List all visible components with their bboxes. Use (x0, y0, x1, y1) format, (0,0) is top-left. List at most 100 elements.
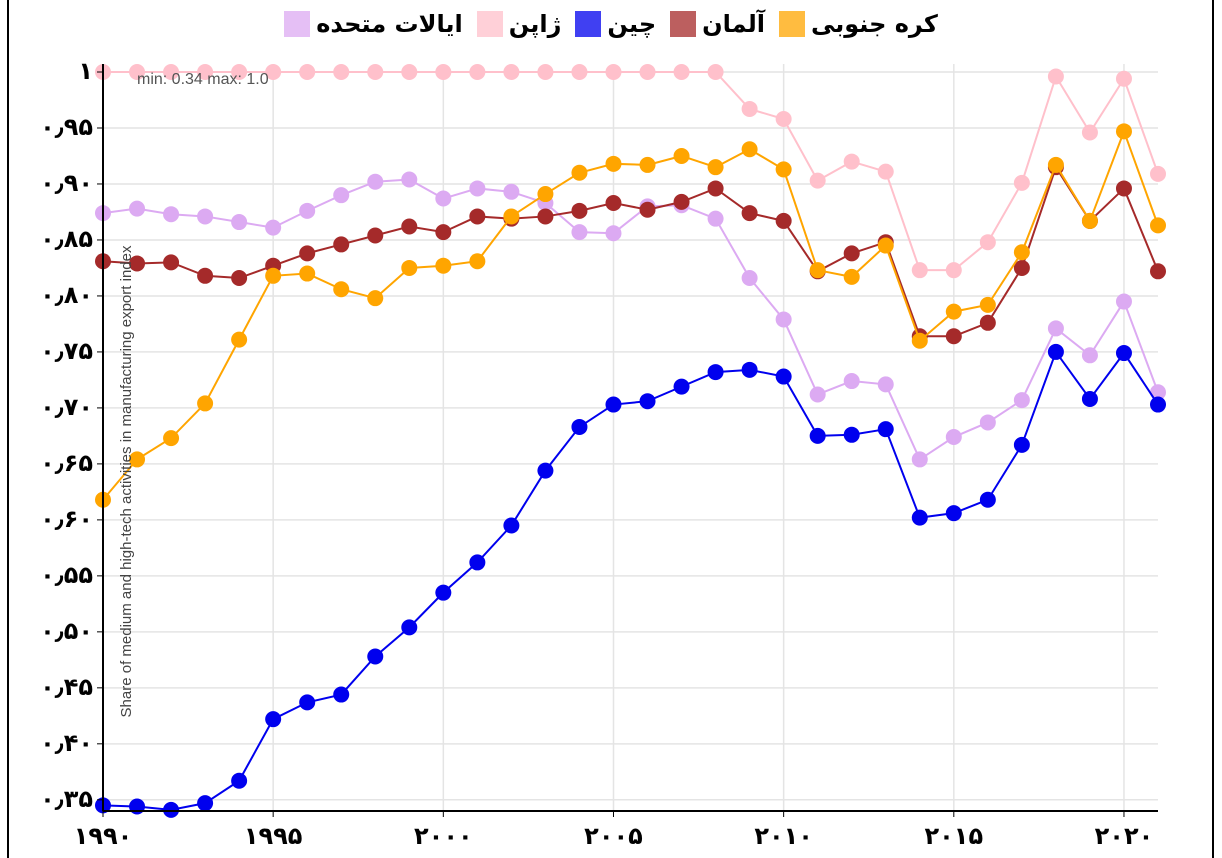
x-tick-label: ۲۰۲۰ (1095, 822, 1154, 850)
x-tick-label: ۲۰۱۵ (925, 822, 984, 850)
data-point (469, 208, 486, 225)
y-tick-label: ۰٫۵۰ (40, 617, 93, 645)
y-tick-label: ۰٫۴۵ (40, 673, 93, 701)
data-point (469, 253, 486, 270)
data-point (1047, 156, 1064, 173)
data-point (1081, 347, 1098, 364)
data-point (979, 314, 996, 331)
data-point (775, 311, 792, 328)
data-point (129, 798, 146, 815)
series-line (102, 164, 1159, 338)
y-tick-label: ۰٫۸۰ (40, 281, 93, 309)
data-point (1013, 392, 1030, 409)
data-point (537, 186, 554, 203)
data-point (469, 64, 486, 80)
data-point (1081, 390, 1098, 407)
data-point (639, 201, 656, 218)
data-point (605, 396, 622, 413)
data-point (367, 648, 384, 665)
data-point (367, 64, 384, 80)
data-point (571, 64, 588, 80)
x-tick-label: ۱۹۹۵ (244, 822, 303, 850)
legend-item: کره جنوبی (778, 10, 938, 38)
data-point (163, 64, 180, 80)
data-point (503, 208, 520, 225)
x-tick-label: ۲۰۱۰ (754, 822, 813, 850)
grid (102, 64, 1158, 811)
data-point (605, 64, 622, 80)
data-point (503, 183, 520, 200)
data-point (571, 202, 588, 219)
y-tick-label: ۰٫۹۵ (40, 113, 93, 141)
data-point (639, 393, 656, 410)
data-point (401, 259, 418, 276)
data-point (1013, 436, 1030, 453)
data-point (673, 193, 690, 210)
data-point (843, 245, 860, 262)
data-point (265, 219, 282, 236)
data-point (945, 429, 962, 446)
data-point (775, 368, 792, 385)
data-point (129, 200, 146, 217)
data-point (911, 332, 928, 349)
data-point (809, 262, 826, 279)
data-point (231, 772, 248, 789)
data-point (299, 245, 316, 262)
series-line (102, 128, 1159, 501)
data-point (1115, 345, 1132, 362)
data-point (571, 224, 588, 241)
data-point (1150, 217, 1166, 234)
legend-item: چین (575, 10, 656, 38)
data-point (979, 491, 996, 508)
data-point (979, 234, 996, 251)
data-point (911, 451, 928, 468)
legend-item: ایالات متحده (284, 10, 463, 38)
data-point (877, 163, 894, 180)
legend-swatch (284, 11, 311, 37)
data-point (809, 386, 826, 403)
data-point (843, 373, 860, 390)
data-point (299, 265, 316, 282)
data-point (775, 212, 792, 229)
y-tick-label: ۰٫۶۵ (40, 449, 93, 477)
data-point (401, 64, 418, 80)
data-point (707, 364, 724, 381)
legend-swatch (575, 11, 602, 37)
data-point (1115, 180, 1132, 197)
legend-swatch (476, 11, 503, 37)
legend-label: آلمان (702, 10, 765, 38)
data-point (775, 111, 792, 128)
data-point (673, 147, 690, 164)
data-point (741, 205, 758, 222)
data-point (299, 694, 316, 711)
data-point (877, 421, 894, 438)
data-point (1150, 263, 1166, 280)
data-point (537, 462, 554, 479)
data-point (1115, 70, 1132, 87)
legend-item: ژاپن (476, 10, 561, 38)
data-point (333, 281, 350, 298)
data-point (265, 64, 282, 80)
y-tick-label: ۰٫۷۰ (40, 393, 93, 421)
data-point (469, 554, 486, 571)
data-point (741, 361, 758, 378)
data-point (401, 171, 418, 188)
data-point (707, 64, 724, 80)
data-point (197, 395, 214, 412)
data-point (231, 331, 248, 348)
data-point (877, 237, 894, 254)
data-point (1081, 124, 1098, 141)
data-point (1047, 343, 1064, 360)
data-point (1150, 384, 1166, 401)
data-point (197, 795, 214, 812)
data-point (231, 214, 248, 231)
data-point (843, 426, 860, 443)
data-point (231, 64, 248, 80)
data-point (435, 64, 452, 80)
data-point (673, 64, 690, 80)
data-point (469, 180, 486, 197)
data-point (809, 172, 826, 189)
data-point (129, 451, 146, 468)
